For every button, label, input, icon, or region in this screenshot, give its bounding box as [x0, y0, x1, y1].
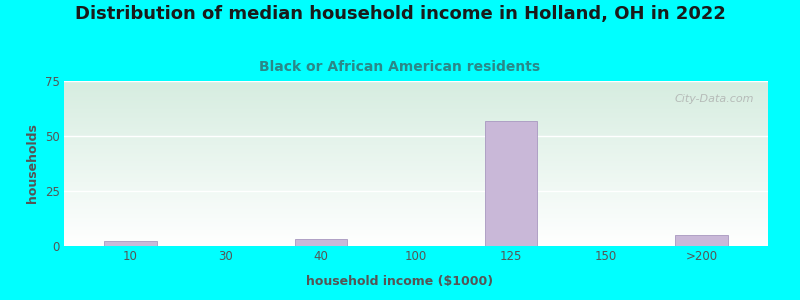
Text: Black or African American residents: Black or African American residents [259, 60, 541, 74]
Text: City-Data.com: City-Data.com [674, 94, 754, 104]
Text: Distribution of median household income in Holland, OH in 2022: Distribution of median household income … [74, 4, 726, 22]
Text: household income ($1000): household income ($1000) [306, 275, 494, 288]
Bar [294, 239, 347, 246]
Bar [675, 235, 727, 246]
Bar [105, 241, 157, 246]
Bar [485, 121, 538, 246]
Y-axis label: households: households [26, 124, 39, 203]
